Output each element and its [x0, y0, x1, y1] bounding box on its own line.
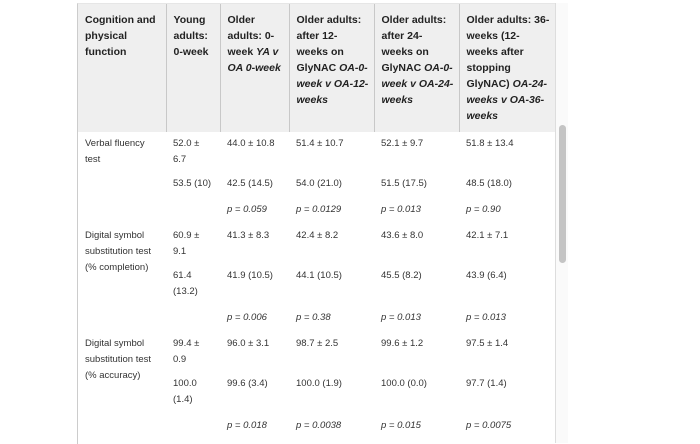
median-iqr-cell: 45.5 (8.2) [381, 270, 422, 281]
row-label: Digital symbol substitution test (% accu… [85, 338, 152, 381]
median-iqr-cell: 61.4 (13.2) [173, 270, 198, 297]
header-comparison: YA v OA 0-week [227, 46, 281, 74]
header-text: Older adults: after 24-weeks on GlyNAC [381, 14, 447, 74]
median-iqr-cell: 44.1 (10.5) [296, 270, 342, 281]
mean-sd-cell: 44.0 ± 10.8 [227, 138, 275, 149]
median-iqr-cell: 100.0 (0.0) [381, 378, 427, 389]
p-value-cell: p = 0.059 [227, 204, 267, 215]
table-row: Digital symbol substitution test (% accu… [78, 332, 556, 381]
table-row: 100.0 (1.4) 99.6 (3.4) 100.0 (1.9) 100.0 (0… [78, 372, 556, 412]
p-value-cell: p = 0.006 [227, 312, 267, 323]
table-row: Digital symbol substitution test (% comp… [78, 224, 556, 273]
column-header: Older adults: 0-week YA v OA 0-week [219, 4, 289, 132]
mean-sd-cell: 96.0 ± 3.1 [227, 338, 270, 349]
median-iqr-cell: 43.9 (6.4) [466, 270, 507, 281]
p-value-cell: p = 0.0038 [296, 420, 342, 431]
median-iqr-cell: 42.5 (14.5) [227, 178, 273, 189]
scrollbar[interactable] [555, 3, 568, 443]
table-row: p = 0.006 p = 0.38 p = 0.013 p = 0.013 [78, 304, 556, 332]
p-value-cell: p = 0.0075 [466, 420, 512, 431]
header-comparison: OA-0-week v OA-24-weeks [381, 62, 454, 106]
p-value-cell: p = 0.38 [296, 312, 331, 323]
median-iqr-cell: 53.5 (10) [173, 178, 212, 189]
mean-sd-cell: 51.4 ± 10.7 [296, 138, 344, 149]
row-label: Verbal fluency test [85, 138, 145, 165]
mean-sd-cell: 52.0 ± 6.7 [173, 138, 200, 165]
data-table: Cognition and physical function Young adu… [77, 3, 556, 444]
median-iqr-cell: 41.9 (10.5) [227, 270, 273, 281]
mean-sd-cell: 42.4 ± 8.2 [296, 230, 339, 241]
p-value-cell: p = 0.90 [466, 204, 501, 215]
p-value-cell: p = 0.013 [381, 204, 421, 215]
column-header: Older adults: after 24-weeks on GlyNAC O… [373, 4, 459, 132]
table-row: 53.5 (10) 42.5 (14.5) 54.0 (21.0) 51.5 (17.… [78, 172, 556, 196]
column-header: Older adults: 36-weeks (12-weeks after s… [458, 4, 556, 132]
p-value-cell: p = 0.0129 [296, 204, 342, 215]
scrollbar-thumb[interactable] [559, 125, 566, 263]
median-iqr-cell: 48.5 (18.0) [466, 178, 512, 189]
table-row: Verbal fluency test 52.0 ± 6.7 44.0 ± 10.8… [78, 132, 556, 172]
mean-sd-cell: 51.8 ± 13.4 [466, 138, 514, 149]
p-value-cell: p = 0.018 [227, 420, 267, 431]
column-header: Older adults: after 12-weeks on GlyNAC O… [288, 4, 374, 132]
header-text: Older adults: 0-week [227, 14, 275, 58]
header-text: Cognition and physical function [85, 14, 156, 58]
p-value-cell: p = 0.013 [381, 312, 421, 323]
mean-sd-cell: 97.5 ± 1.4 [466, 338, 509, 349]
mean-sd-cell: 99.4 ± 0.9 [173, 338, 200, 365]
median-iqr-cell: 99.6 (3.4) [227, 378, 268, 389]
table-row: p = 0.059 p = 0.0129 p = 0.013 p = 0.90 [78, 196, 556, 224]
table-header: Cognition and physical function Young adu… [78, 4, 556, 132]
mean-sd-cell: 42.1 ± 7.1 [466, 230, 509, 241]
header-text: Older adults: after 12-weeks on GlyNAC [296, 14, 362, 74]
median-iqr-cell: 97.7 (1.4) [466, 378, 507, 389]
column-header: Young adults: 0-week [165, 4, 220, 132]
median-iqr-cell: 100.0 (1.9) [296, 378, 342, 389]
median-iqr-cell: 51.5 (17.5) [381, 178, 427, 189]
table-body: Verbal fluency test 52.0 ± 6.7 44.0 ± 10.8… [78, 132, 556, 440]
mean-sd-cell: 43.6 ± 8.0 [381, 230, 424, 241]
empty-cell [166, 412, 220, 440]
column-header: Cognition and physical function [78, 4, 166, 132]
mean-sd-cell: 99.6 ± 1.2 [381, 338, 424, 349]
median-iqr-cell: 100.0 (1.4) [173, 378, 197, 405]
header-comparison: OA-24-weeks v OA-36-weeks [466, 78, 548, 122]
empty-cell [166, 304, 220, 332]
header-text: Young adults: 0-week [173, 14, 209, 58]
p-value-cell: p = 0.013 [466, 312, 506, 323]
median-iqr-cell: 54.0 (21.0) [296, 178, 342, 189]
table-row: 61.4 (13.2) 41.9 (10.5) 44.1 (10.5) 45.5 (8… [78, 264, 556, 304]
row-label: Digital symbol substitution test (% comp… [85, 230, 152, 273]
mean-sd-cell: 98.7 ± 2.5 [296, 338, 339, 349]
empty-cell [166, 196, 220, 224]
header-comparison: OA-0-week v OA-12-weeks [296, 62, 369, 106]
p-value-cell: p = 0.015 [381, 420, 421, 431]
header-text: Older adults: 36-weeks (12-weeks after s… [466, 14, 550, 90]
mean-sd-cell: 52.1 ± 9.7 [381, 138, 424, 149]
mean-sd-cell: 41.3 ± 8.3 [227, 230, 270, 241]
table-row: p = 0.018 p = 0.0038 p = 0.015 p = 0.0075 [78, 412, 556, 440]
mean-sd-cell: 60.9 ± 9.1 [173, 230, 200, 257]
